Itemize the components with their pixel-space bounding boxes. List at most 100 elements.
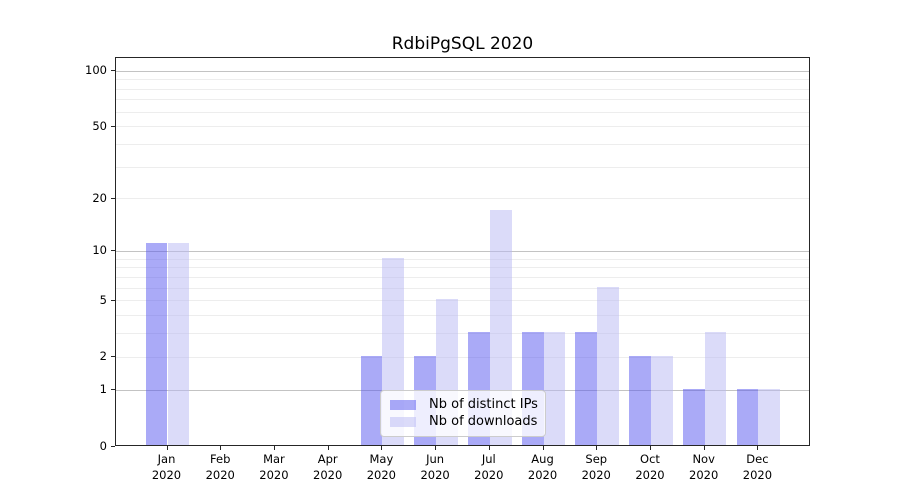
x-tick-label: Dec 2020 xyxy=(725,452,789,483)
x-tick-label: Oct 2020 xyxy=(618,452,682,483)
x-tick-year: 2020 xyxy=(742,467,773,482)
x-tick-label: Aug 2020 xyxy=(511,452,575,483)
x-tick-label: Jun 2020 xyxy=(403,452,467,483)
y-tick-mark xyxy=(111,125,115,127)
x-tick-mark xyxy=(757,446,759,450)
gridline-minor xyxy=(116,267,809,269)
x-tick-month: Aug xyxy=(531,452,554,466)
x-tick-mark xyxy=(381,446,383,450)
legend-swatch-downloads xyxy=(390,417,416,427)
x-tick-mark xyxy=(542,446,544,450)
gridline-minor xyxy=(116,111,809,113)
x-tick-year: 2020 xyxy=(313,467,343,482)
y-tick-mark xyxy=(111,299,115,301)
bar-distinct-ips xyxy=(682,388,705,445)
x-tick-year: 2020 xyxy=(151,467,182,482)
x-tick-year: 2020 xyxy=(205,467,235,482)
gridline-major xyxy=(116,70,809,72)
bar-downloads xyxy=(758,388,781,445)
y-tick-label: 50 xyxy=(92,118,107,133)
gridline-minor xyxy=(116,88,809,90)
bar-downloads xyxy=(543,332,566,445)
y-tick-label: 2 xyxy=(99,349,107,364)
x-tick-mark xyxy=(488,446,490,450)
y-tick-mark xyxy=(111,197,115,199)
bar-downloads xyxy=(489,209,512,445)
bar-distinct-ips xyxy=(360,355,383,445)
x-tick-label: Nov 2020 xyxy=(672,452,736,483)
y-tick-label: 100 xyxy=(85,63,107,78)
bar-distinct-ips xyxy=(575,332,598,445)
x-tick-month: Nov xyxy=(692,452,715,466)
gridline-minor xyxy=(116,333,809,335)
bar-distinct-ips xyxy=(736,388,759,445)
x-tick-mark xyxy=(435,446,437,450)
y-tick-mark xyxy=(111,356,115,358)
x-tick-year: 2020 xyxy=(259,467,289,482)
x-tick-mark xyxy=(220,446,222,450)
x-tick-label: Mar 2020 xyxy=(242,452,306,483)
bar-downloads xyxy=(597,286,620,445)
bar-distinct-ips xyxy=(629,355,651,445)
x-tick-month: Feb xyxy=(210,452,231,466)
y-tick-label: 5 xyxy=(99,292,107,307)
x-tick-year: 2020 xyxy=(635,467,665,482)
x-tick-month: Dec xyxy=(746,452,769,466)
x-tick-label: Jan 2020 xyxy=(135,452,199,483)
x-tick-year: 2020 xyxy=(689,467,719,482)
x-tick-mark xyxy=(166,446,168,450)
gridline-minor xyxy=(116,315,809,317)
x-tick-month: May xyxy=(369,452,394,466)
x-tick-label: Jul 2020 xyxy=(457,452,521,483)
x-tick-month: Jun xyxy=(426,452,445,466)
x-tick-month: Oct xyxy=(640,452,660,466)
x-tick-label: Sep 2020 xyxy=(564,452,628,483)
chart-title: RdbiPgSQL 2020 xyxy=(391,34,534,54)
y-tick-mark xyxy=(111,445,115,447)
x-tick-month: Jul xyxy=(481,452,496,466)
y-tick-label: 1 xyxy=(99,382,107,397)
gridline-major xyxy=(116,250,809,252)
x-tick-mark xyxy=(273,446,275,450)
x-tick-month: Mar xyxy=(263,452,285,466)
gridline-minor xyxy=(116,126,809,128)
x-tick-month: Apr xyxy=(317,452,338,466)
bar-downloads xyxy=(167,242,190,445)
x-tick-year: 2020 xyxy=(474,467,504,482)
y-tick-mark xyxy=(111,250,115,252)
x-tick-year: 2020 xyxy=(581,467,611,482)
y-tick-mark xyxy=(111,70,115,72)
y-tick-label: 10 xyxy=(92,243,107,258)
x-tick-mark xyxy=(327,446,329,450)
x-tick-month: Jan xyxy=(157,452,176,466)
legend-label: Nb of downloads xyxy=(429,414,538,429)
bar-distinct-ips xyxy=(145,242,168,445)
legend: Nb of distinct IPs Nb of downloads xyxy=(380,390,546,437)
legend-item-downloads: Nb of downloads xyxy=(390,414,538,430)
gridline-minor xyxy=(116,258,809,260)
x-tick-label: May 2020 xyxy=(349,452,413,483)
x-tick-month: Sep xyxy=(585,452,608,466)
x-tick-label: Apr 2020 xyxy=(296,452,360,483)
plot-area: Nb of distinct IPs Nb of downloads xyxy=(115,57,810,446)
bar-downloads xyxy=(650,355,673,445)
x-tick-year: 2020 xyxy=(527,467,558,482)
gridline-minor xyxy=(116,356,809,358)
gridline-minor xyxy=(116,166,809,168)
legend-item-distinct-ips: Nb of distinct IPs xyxy=(390,397,538,413)
legend-label: Nb of distinct IPs xyxy=(429,397,538,412)
x-tick-label: Feb 2020 xyxy=(188,452,252,483)
legend-swatch-distinct-ips xyxy=(390,400,416,410)
x-tick-year: 2020 xyxy=(420,467,450,482)
x-tick-mark xyxy=(649,446,651,450)
x-tick-mark xyxy=(596,446,598,450)
gridline-minor xyxy=(116,79,809,81)
y-tick-label: 20 xyxy=(92,190,107,205)
gridline-minor xyxy=(116,287,809,289)
x-tick-mark xyxy=(703,446,705,450)
gridline-minor xyxy=(116,143,809,145)
bar-downloads xyxy=(704,332,727,445)
gridline-minor xyxy=(116,276,809,278)
y-tick-label: 0 xyxy=(99,438,107,453)
